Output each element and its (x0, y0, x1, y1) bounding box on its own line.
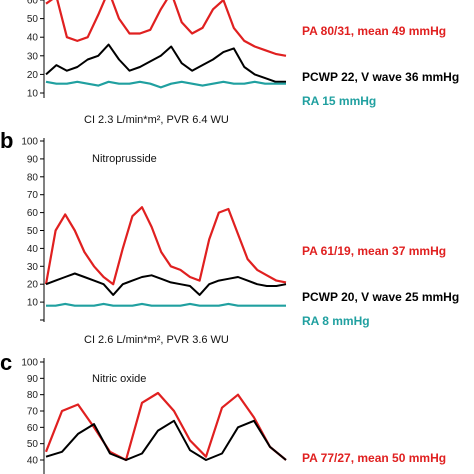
y-tick-label: 70 (27, 190, 39, 201)
panel-b-traces (44, 206, 287, 307)
panel-b-letter: b (0, 128, 13, 153)
panel-b-y-ticks: 10 20 30 40 50 60 70 80 90 100 (21, 137, 44, 321)
panel-c: c Nitric oxide 40 50 60 70 80 90 100 PA 77/27,… (0, 350, 446, 474)
panel-c-series-1-line (45, 419, 287, 461)
panel-b-series-2-line (46, 302, 286, 307)
y-tick-label: 30 (27, 51, 39, 62)
panel-a-ra-label: RA 15 mmHg (302, 94, 376, 108)
panel-a-pa-label: PA 80/31, mean 49 mmHg (302, 24, 446, 38)
panel-a-note: CI 2.3 L/min*m², PVR 6.4 WU (84, 114, 229, 126)
y-tick-label: 90 (27, 154, 39, 165)
panel-b-pcwp-label: PCWP 20, V wave 25 mmHg (302, 290, 459, 304)
panel-c-pa-label: PA 77/27, mean 50 mmHg (302, 451, 446, 465)
panel-b-series-0-line (44, 206, 287, 286)
y-tick-label: 60 (27, 0, 39, 7)
panel-c-title: Nitric oxide (92, 373, 146, 385)
y-tick-label: 50 (27, 439, 39, 450)
y-tick-label: 80 (27, 172, 39, 183)
y-tick-label: 40 (27, 244, 39, 255)
y-tick-label: 60 (27, 423, 39, 434)
y-tick-label: 100 (21, 137, 38, 148)
panel-a-series-0-line (45, 0, 287, 57)
y-tick-label: 70 (27, 407, 39, 418)
panel-c-series-0-line (44, 391, 287, 462)
y-tick-label: 60 (27, 208, 39, 219)
panel-a-series-2-line (45, 80, 286, 89)
y-tick-label: 10 (27, 89, 39, 100)
panel-b: b Nitroprusside 10 20 30 40 50 60 70 80 90 100 PA… (0, 128, 459, 346)
panel-c-traces (44, 391, 287, 462)
y-tick-label: 20 (27, 280, 39, 291)
panel-c-letter: c (0, 350, 12, 375)
panel-a-pcwp-label: PCWP 22, V wave 36 mmHg (302, 70, 459, 84)
panel-a-series-1-line (45, 43, 286, 83)
panel-a-y-ticks: 10 20 30 40 50 60 (27, 0, 44, 100)
panel-b-ra-label: RA 8 mmHg (302, 314, 370, 328)
y-tick-label: 80 (27, 390, 39, 401)
y-tick-label: 40 (27, 456, 39, 467)
panel-b-pa-label: PA 61/19, mean 37 mmHg (302, 244, 446, 258)
y-tick-label: 50 (27, 226, 39, 237)
panel-c-y-ticks: 40 50 60 70 80 90 100 (21, 358, 44, 467)
y-tick-label: 10 (27, 298, 39, 309)
panel-b-series-1-line (45, 272, 287, 296)
y-tick-label: 100 (21, 358, 38, 369)
panel-b-note: CI 2.6 L/min*m², PVR 3.6 WU (84, 334, 229, 346)
y-tick-label: 90 (27, 374, 39, 385)
y-tick-label: 40 (27, 33, 39, 44)
y-tick-label: 20 (27, 70, 39, 81)
panel-b-title: Nitroprusside (92, 153, 157, 165)
y-tick-label: 30 (27, 262, 39, 273)
panel-a: 10 20 30 40 50 60 PA 80/31, mean 49 mmHg PCWP… (27, 0, 459, 126)
y-tick-label: 50 (27, 14, 39, 25)
panel-a-traces (45, 0, 287, 89)
